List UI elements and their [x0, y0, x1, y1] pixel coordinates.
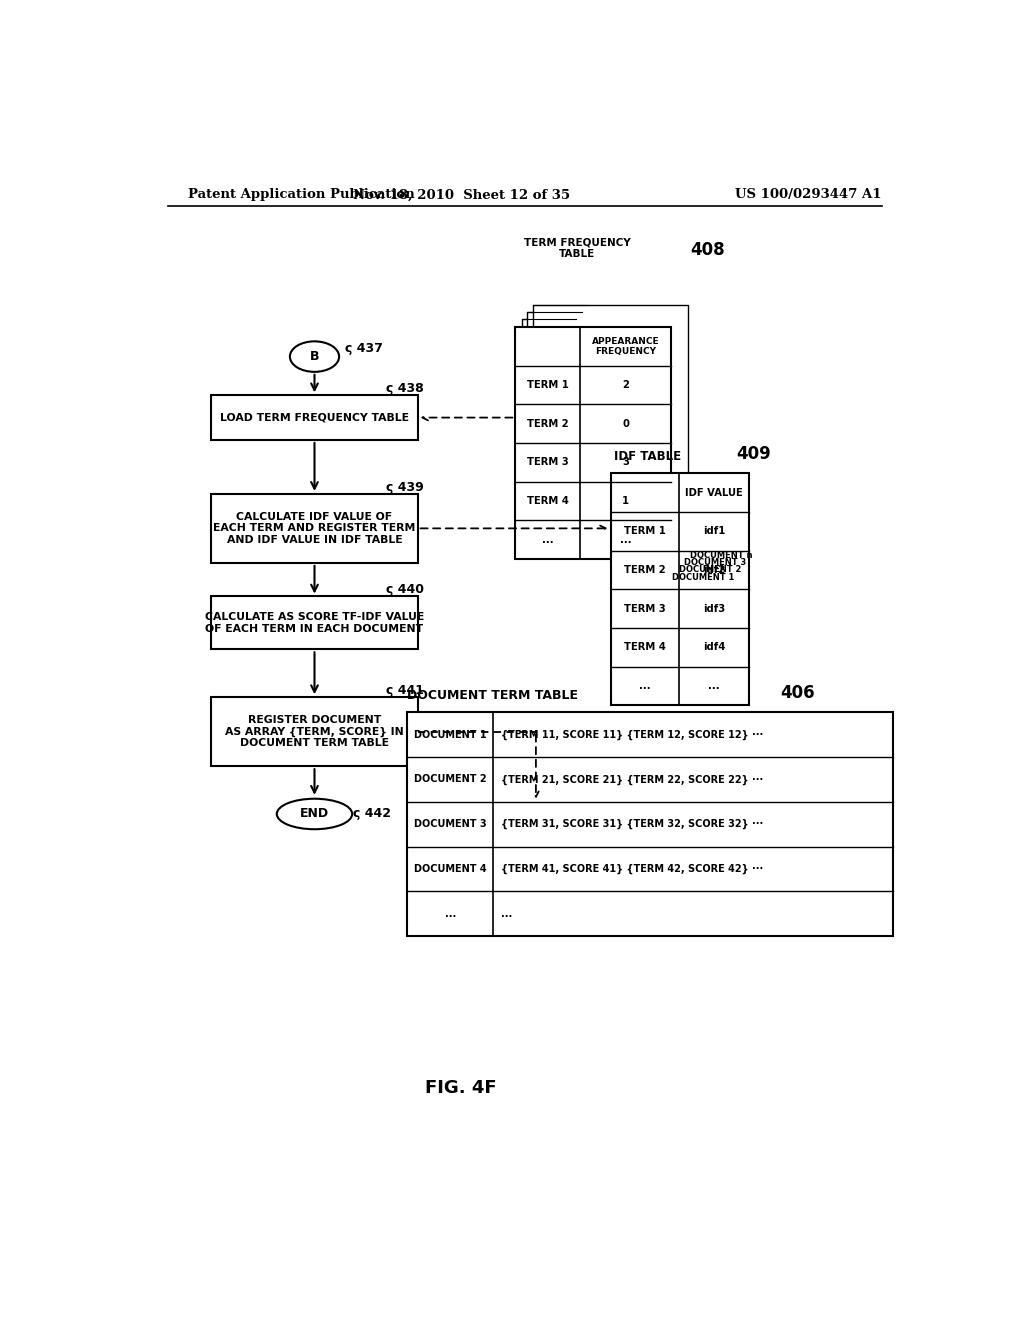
Text: DOCUMENT 3: DOCUMENT 3 — [414, 820, 486, 829]
Bar — [527, 312, 683, 544]
Bar — [521, 319, 677, 550]
Text: CALCULATE IDF VALUE OF
EACH TERM AND REGISTER TERM
AND IDF VALUE IN IDF TABLE: CALCULATE IDF VALUE OF EACH TERM AND REG… — [213, 512, 416, 545]
Text: TERM 1: TERM 1 — [527, 380, 568, 389]
Bar — [211, 395, 418, 440]
Text: REGISTER DOCUMENT
AS ARRAY {TERM, SCORE} IN
DOCUMENT TERM TABLE: REGISTER DOCUMENT AS ARRAY {TERM, SCORE}… — [225, 715, 403, 748]
Text: DOCUMENT 2: DOCUMENT 2 — [679, 565, 741, 574]
Text: idf3: idf3 — [703, 603, 725, 614]
Text: {TERM 31, SCORE 31} {TERM 32, SCORE 32} ···: {TERM 31, SCORE 31} {TERM 32, SCORE 32} … — [501, 818, 763, 829]
Text: DOCUMENT TERM TABLE: DOCUMENT TERM TABLE — [408, 689, 579, 702]
Text: APPEARANCE
FREQUENCY: APPEARANCE FREQUENCY — [592, 337, 659, 356]
Text: ...: ... — [620, 535, 632, 545]
Text: TERM 4: TERM 4 — [527, 496, 568, 506]
Text: ...: ... — [501, 908, 512, 919]
Text: idf1: idf1 — [702, 527, 725, 536]
Text: TERM 3: TERM 3 — [624, 603, 666, 614]
Text: US 100/0293447 A1: US 100/0293447 A1 — [735, 189, 882, 202]
Text: {TERM 41, SCORE 41} {TERM 42, SCORE 42} ···: {TERM 41, SCORE 41} {TERM 42, SCORE 42} … — [501, 863, 763, 874]
Text: TERM 2: TERM 2 — [527, 418, 568, 429]
Text: idf2: idf2 — [703, 565, 725, 576]
Text: FIG. 4F: FIG. 4F — [426, 1080, 497, 1097]
Text: ς 441: ς 441 — [386, 684, 424, 697]
Text: 408: 408 — [690, 242, 725, 259]
Text: END: END — [300, 808, 329, 821]
Text: DOCUMENT 2: DOCUMENT 2 — [414, 775, 486, 784]
Text: 1: 1 — [622, 496, 629, 506]
Text: ς 439: ς 439 — [386, 480, 424, 494]
Text: 3: 3 — [623, 457, 629, 467]
Text: DOCUMENT 4: DOCUMENT 4 — [414, 863, 486, 874]
Text: IDF TABLE: IDF TABLE — [614, 450, 682, 463]
Bar — [211, 494, 418, 562]
Text: TERM 4: TERM 4 — [624, 643, 666, 652]
Text: ς 440: ς 440 — [386, 583, 424, 597]
Text: 409: 409 — [736, 445, 771, 463]
Text: TERM 2: TERM 2 — [624, 565, 666, 576]
Bar — [408, 713, 893, 936]
Ellipse shape — [290, 342, 339, 372]
Ellipse shape — [276, 799, 352, 829]
Text: Patent Application Publication: Patent Application Publication — [187, 189, 415, 202]
Text: B: B — [309, 350, 319, 363]
Text: ς 438: ς 438 — [386, 383, 424, 395]
Bar — [211, 697, 418, 766]
Bar — [532, 305, 688, 536]
Text: LOAD TERM FREQUENCY TABLE: LOAD TERM FREQUENCY TABLE — [220, 413, 409, 422]
Bar — [211, 597, 418, 649]
Text: ...: ... — [542, 535, 554, 545]
Text: 2: 2 — [623, 380, 629, 389]
Text: ς 442: ς 442 — [352, 807, 390, 820]
Text: ...: ... — [709, 681, 720, 690]
Text: CALCULATE AS SCORE TF-IDF VALUE
OF EACH TERM IN EACH DOCUMENT: CALCULATE AS SCORE TF-IDF VALUE OF EACH … — [205, 612, 424, 634]
Text: TERM FREQUENCY
TABLE: TERM FREQUENCY TABLE — [524, 238, 631, 259]
Bar — [515, 327, 671, 558]
Text: idf4: idf4 — [702, 643, 725, 652]
Text: IDF VALUE: IDF VALUE — [685, 488, 743, 498]
Text: {TERM 21, SCORE 21} {TERM 22, SCORE 22} ···: {TERM 21, SCORE 21} {TERM 22, SCORE 22} … — [501, 775, 763, 784]
Text: ς 437: ς 437 — [345, 342, 383, 355]
Text: Nov. 18, 2010  Sheet 12 of 35: Nov. 18, 2010 Sheet 12 of 35 — [352, 189, 570, 202]
Text: DOCUMENT 1: DOCUMENT 1 — [414, 730, 486, 739]
Text: DOCUMENT n: DOCUMENT n — [690, 550, 753, 560]
Text: TERM 1: TERM 1 — [624, 527, 666, 536]
Text: DOCUMENT 1: DOCUMENT 1 — [673, 573, 735, 582]
Text: 0: 0 — [623, 418, 629, 429]
Text: ...: ... — [444, 908, 456, 919]
Text: DOCUMENT 3: DOCUMENT 3 — [684, 558, 746, 566]
Text: TERM 3: TERM 3 — [527, 457, 568, 467]
Text: {TERM 11, SCORE 11} {TERM 12, SCORE 12} ···: {TERM 11, SCORE 11} {TERM 12, SCORE 12} … — [501, 730, 763, 739]
Text: ...: ... — [639, 681, 650, 690]
Text: 406: 406 — [780, 684, 815, 702]
Bar — [610, 474, 750, 705]
